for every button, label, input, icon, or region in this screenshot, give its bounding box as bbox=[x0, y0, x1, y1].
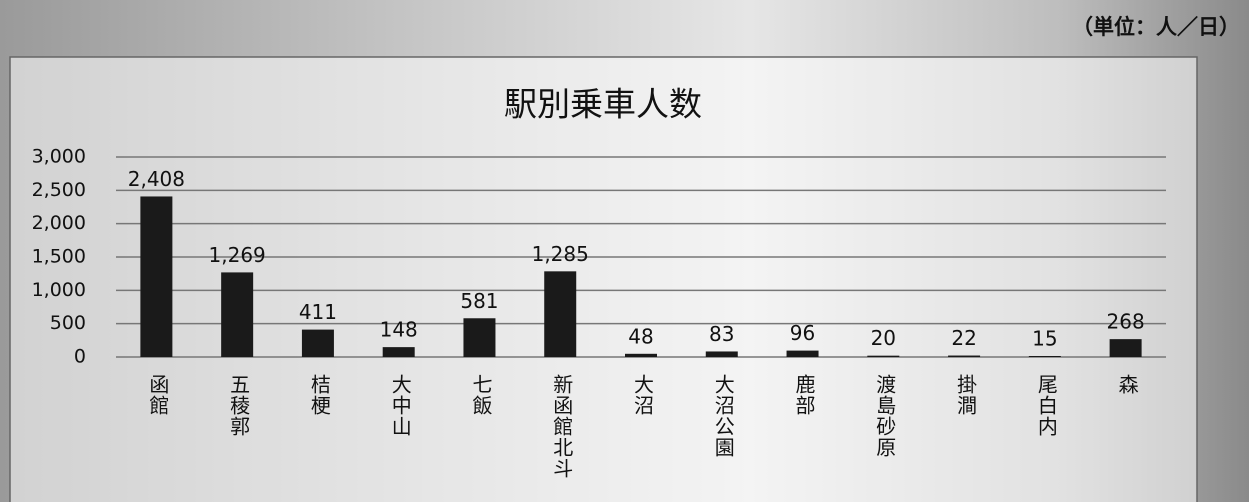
y-tick-label: 1,500 bbox=[32, 246, 86, 268]
x-tick-label: 鹿部 bbox=[792, 374, 816, 416]
value-label: 1,269 bbox=[209, 243, 266, 267]
bar bbox=[787, 351, 819, 357]
value-label: 411 bbox=[299, 300, 337, 324]
x-tick-label: 函館 bbox=[146, 374, 170, 416]
x-tick-label: 森 bbox=[1115, 374, 1139, 395]
x-tick-label: 桔梗 bbox=[307, 374, 331, 416]
y-tick-label: 500 bbox=[50, 312, 86, 334]
value-label: 1,285 bbox=[532, 242, 589, 266]
bar bbox=[544, 271, 576, 357]
value-label: 2,408 bbox=[128, 167, 185, 191]
x-tick-label: 大沼公園 bbox=[711, 374, 735, 458]
value-label: 581 bbox=[460, 289, 498, 313]
bar bbox=[706, 351, 738, 357]
x-tick-label: 掛澗 bbox=[954, 374, 978, 416]
value-label: 48 bbox=[628, 324, 653, 348]
x-tick-label: 七飯 bbox=[469, 374, 493, 416]
x-tick-label: 尾白内 bbox=[1034, 374, 1058, 437]
bar bbox=[302, 330, 334, 357]
bar bbox=[463, 318, 495, 357]
bar bbox=[221, 272, 253, 357]
value-label: 83 bbox=[709, 322, 734, 346]
chart: （単位：人／日） 駅別乗車人数 0 500 1,000 1,500 2,000 2,500… bbox=[0, 0, 1249, 502]
bar bbox=[383, 347, 415, 357]
x-tick-label: 大中山 bbox=[388, 374, 412, 437]
y-tick-label: 0 bbox=[74, 346, 86, 368]
y-tick-label: 1,000 bbox=[32, 279, 86, 301]
y-tick-label: 2,000 bbox=[32, 212, 86, 234]
value-label: 22 bbox=[951, 326, 976, 350]
bar bbox=[867, 356, 899, 357]
value-label: 148 bbox=[380, 318, 418, 342]
value-label: 96 bbox=[790, 321, 815, 345]
bar bbox=[1029, 356, 1061, 357]
bar bbox=[948, 356, 980, 357]
bar bbox=[140, 196, 172, 357]
unit-note: （単位：人／日） bbox=[1072, 15, 1240, 39]
x-tick-label: 渡島砂原 bbox=[873, 374, 897, 458]
chart-title: 駅別乗車人数 bbox=[504, 85, 702, 124]
page: {"chart_data": {"type": "bar", "title": … bbox=[0, 0, 1249, 502]
x-tick-label: 大沼 bbox=[631, 374, 655, 416]
y-tick-label: 2,500 bbox=[32, 179, 86, 201]
chart-panel bbox=[10, 57, 1197, 502]
x-tick-label: 新函館北斗 bbox=[550, 374, 574, 479]
value-label: 268 bbox=[1107, 310, 1145, 334]
value-label: 20 bbox=[871, 326, 896, 350]
bar bbox=[1110, 339, 1142, 357]
bar bbox=[625, 354, 657, 357]
value-label: 15 bbox=[1032, 327, 1057, 351]
y-tick-label: 3,000 bbox=[32, 146, 86, 168]
x-tick-label: 五稜郭 bbox=[227, 374, 251, 437]
